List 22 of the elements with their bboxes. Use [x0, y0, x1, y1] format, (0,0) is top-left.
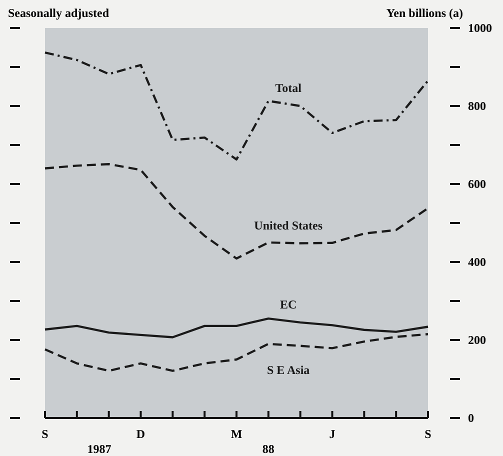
text: 1987	[87, 442, 112, 456]
series-label: S E Asia	[266, 362, 310, 377]
y-tick-label: 400	[468, 255, 486, 269]
line-series	[44, 317, 430, 338]
y-tick-label: 200	[468, 333, 486, 347]
y-tick-label: 800	[468, 99, 486, 113]
line-series	[44, 163, 430, 260]
y-tick-label: 600	[468, 177, 486, 191]
x-tick-label: M	[230, 427, 242, 441]
series-label: United States	[254, 218, 323, 232]
line-series	[44, 51, 430, 161]
x-tick-label: D	[136, 427, 146, 441]
chart-subtitle: Seasonally adjusted	[8, 6, 110, 20]
series-label: Total	[275, 81, 302, 95]
series-label: EC	[280, 297, 297, 312]
y-axis-title: Yen billions (a)	[386, 6, 463, 20]
x-tick-label: J	[329, 427, 336, 441]
y-tick-label: 1000	[468, 21, 492, 35]
x-tick-label: S	[42, 427, 49, 441]
x-tick-label: S	[424, 427, 432, 441]
y-tick-label: 0	[468, 411, 474, 425]
text: 88	[262, 442, 274, 456]
